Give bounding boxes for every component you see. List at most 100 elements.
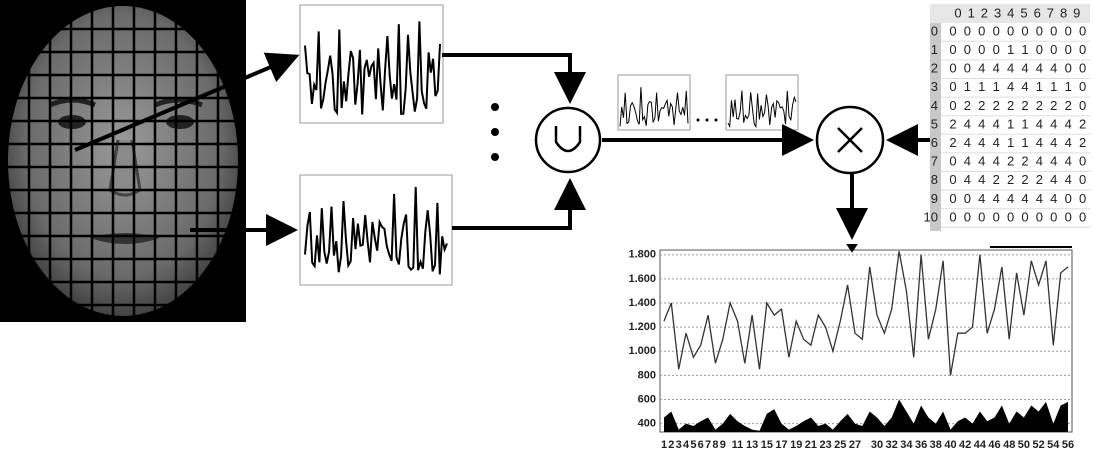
matrix-cell: 4 — [978, 154, 985, 169]
matrix-cell: 0 — [1007, 209, 1014, 224]
matrix-cell: 2 — [1007, 154, 1014, 169]
matrix-cell: 4 — [993, 135, 1000, 150]
matrix-cell: 0 — [949, 98, 956, 113]
matrix-cell: 1 — [1021, 42, 1028, 57]
matrix-cell: 0 — [1079, 42, 1086, 57]
column-header: 5 — [1020, 5, 1027, 20]
matrix-cell: 0 — [1050, 209, 1057, 224]
matrix-cell: 4 — [1036, 191, 1043, 206]
matrix-cell: 4 — [1065, 172, 1072, 187]
row-header: 9 — [931, 191, 938, 206]
matrix-cell: 0 — [1065, 61, 1072, 76]
matrix-cell: 1 — [993, 79, 1000, 94]
matrix-cell: 4 — [1021, 79, 1028, 94]
matrix-cell: 4 — [1021, 61, 1028, 76]
matrix-cell: 4 — [1036, 116, 1043, 131]
matrix-cell: 1 — [978, 79, 985, 94]
column-header: 8 — [1060, 5, 1067, 20]
matrix-cell: 4 — [1050, 61, 1057, 76]
matrix-cell: 1 — [1050, 79, 1057, 94]
row-header: 7 — [931, 154, 938, 169]
matrix-cell: 0 — [978, 209, 985, 224]
matrix-cell: 0 — [964, 191, 971, 206]
matrix-cell: 4 — [978, 116, 985, 131]
matrix-cell: 4 — [1050, 172, 1057, 187]
matrix-cell: 4 — [1021, 191, 1028, 206]
x-tick-label: 4 — [683, 439, 690, 451]
matrix-cell: 2 — [993, 98, 1000, 113]
x-tick-label: 40 — [944, 439, 956, 451]
matrix-cell: 0 — [1065, 42, 1072, 57]
matrix-cell: 0 — [949, 42, 956, 57]
row-header: 2 — [931, 61, 938, 76]
matrix-cell: 4 — [978, 191, 985, 206]
column-header: 2 — [981, 5, 988, 20]
column-header: 1 — [968, 5, 975, 20]
matrix-cell: 0 — [949, 79, 956, 94]
matrix-cell: 4 — [1050, 191, 1057, 206]
x-tick-label: 44 — [974, 439, 987, 451]
matrix-cell: 4 — [978, 61, 985, 76]
row-header: 10 — [924, 209, 938, 224]
row-header: 6 — [931, 135, 938, 150]
matrix-cell: 2 — [1007, 98, 1014, 113]
matrix-cell: 0 — [1050, 23, 1057, 38]
y-tick-label: 1.600 — [628, 273, 656, 285]
x-tick-label: 48 — [1003, 439, 1015, 451]
matrix-cell: 2 — [978, 98, 985, 113]
matrix-cell: 2 — [949, 135, 956, 150]
x-tick-label: 25 — [834, 439, 846, 451]
x-tick-label: 6 — [698, 439, 704, 451]
matrix-cell: 1 — [1036, 79, 1043, 94]
matrix-cell: 0 — [949, 154, 956, 169]
matrix-cell: 4 — [993, 154, 1000, 169]
column-header: 3 — [994, 5, 1001, 20]
matrix-cell: 0 — [949, 23, 956, 38]
matrix-cell: 0 — [1079, 191, 1086, 206]
matrix-cell: 4 — [1065, 135, 1072, 150]
matrix-cell: 0 — [978, 23, 985, 38]
x-tick-label: 27 — [849, 439, 861, 451]
feature-chart-2 — [299, 174, 453, 286]
matrix-cell: 0 — [993, 23, 1000, 38]
matrix-cell: 0 — [964, 61, 971, 76]
concatenated-chart-1 — [617, 74, 691, 131]
matrix-cell: 2 — [1021, 154, 1028, 169]
matrix-cell: 1 — [1007, 116, 1014, 131]
x-tick-label: 3 — [676, 439, 682, 451]
matrix-cell: 4 — [993, 116, 1000, 131]
x-tick-label: 56 — [1062, 439, 1074, 451]
matrix-cell: 4 — [964, 135, 971, 150]
matrix-cell: 0 — [964, 23, 971, 38]
matrix-cell: 2 — [1065, 98, 1072, 113]
column-header: 9 — [1073, 5, 1080, 20]
matrix-cell: 2 — [964, 98, 971, 113]
x-tick-label: 9 — [720, 439, 726, 451]
y-tick-label: 800 — [638, 369, 656, 381]
matrix-cell: 2 — [1021, 98, 1028, 113]
matrix-cell: 4 — [1050, 135, 1057, 150]
matrix-cell: 0 — [993, 209, 1000, 224]
matrix-cell: 4 — [1007, 191, 1014, 206]
y-tick-label: 600 — [638, 393, 656, 405]
x-tick-label: 1 — [661, 439, 667, 451]
x-tick-label: 19 — [790, 439, 802, 451]
matrix-cell: 4 — [1007, 79, 1014, 94]
union-operator — [534, 106, 602, 174]
ellipsis-dots — [491, 103, 718, 161]
x-tick-label: 17 — [775, 439, 787, 451]
x-tick-label: 32 — [886, 439, 898, 451]
matrix-cell: 0 — [1007, 23, 1014, 38]
x-tick-label: 38 — [930, 439, 942, 451]
matrix-cell: 2 — [949, 116, 956, 131]
x-tick-label: 34 — [900, 439, 913, 451]
concatenated-chart-2 — [725, 74, 799, 131]
y-tick-label: 1.400 — [628, 297, 656, 309]
x-tick-label: 2 — [668, 439, 674, 451]
matrix-cell: 2 — [993, 172, 1000, 187]
column-header: 0 — [954, 5, 961, 20]
matrix-cell: 2 — [1050, 98, 1057, 113]
